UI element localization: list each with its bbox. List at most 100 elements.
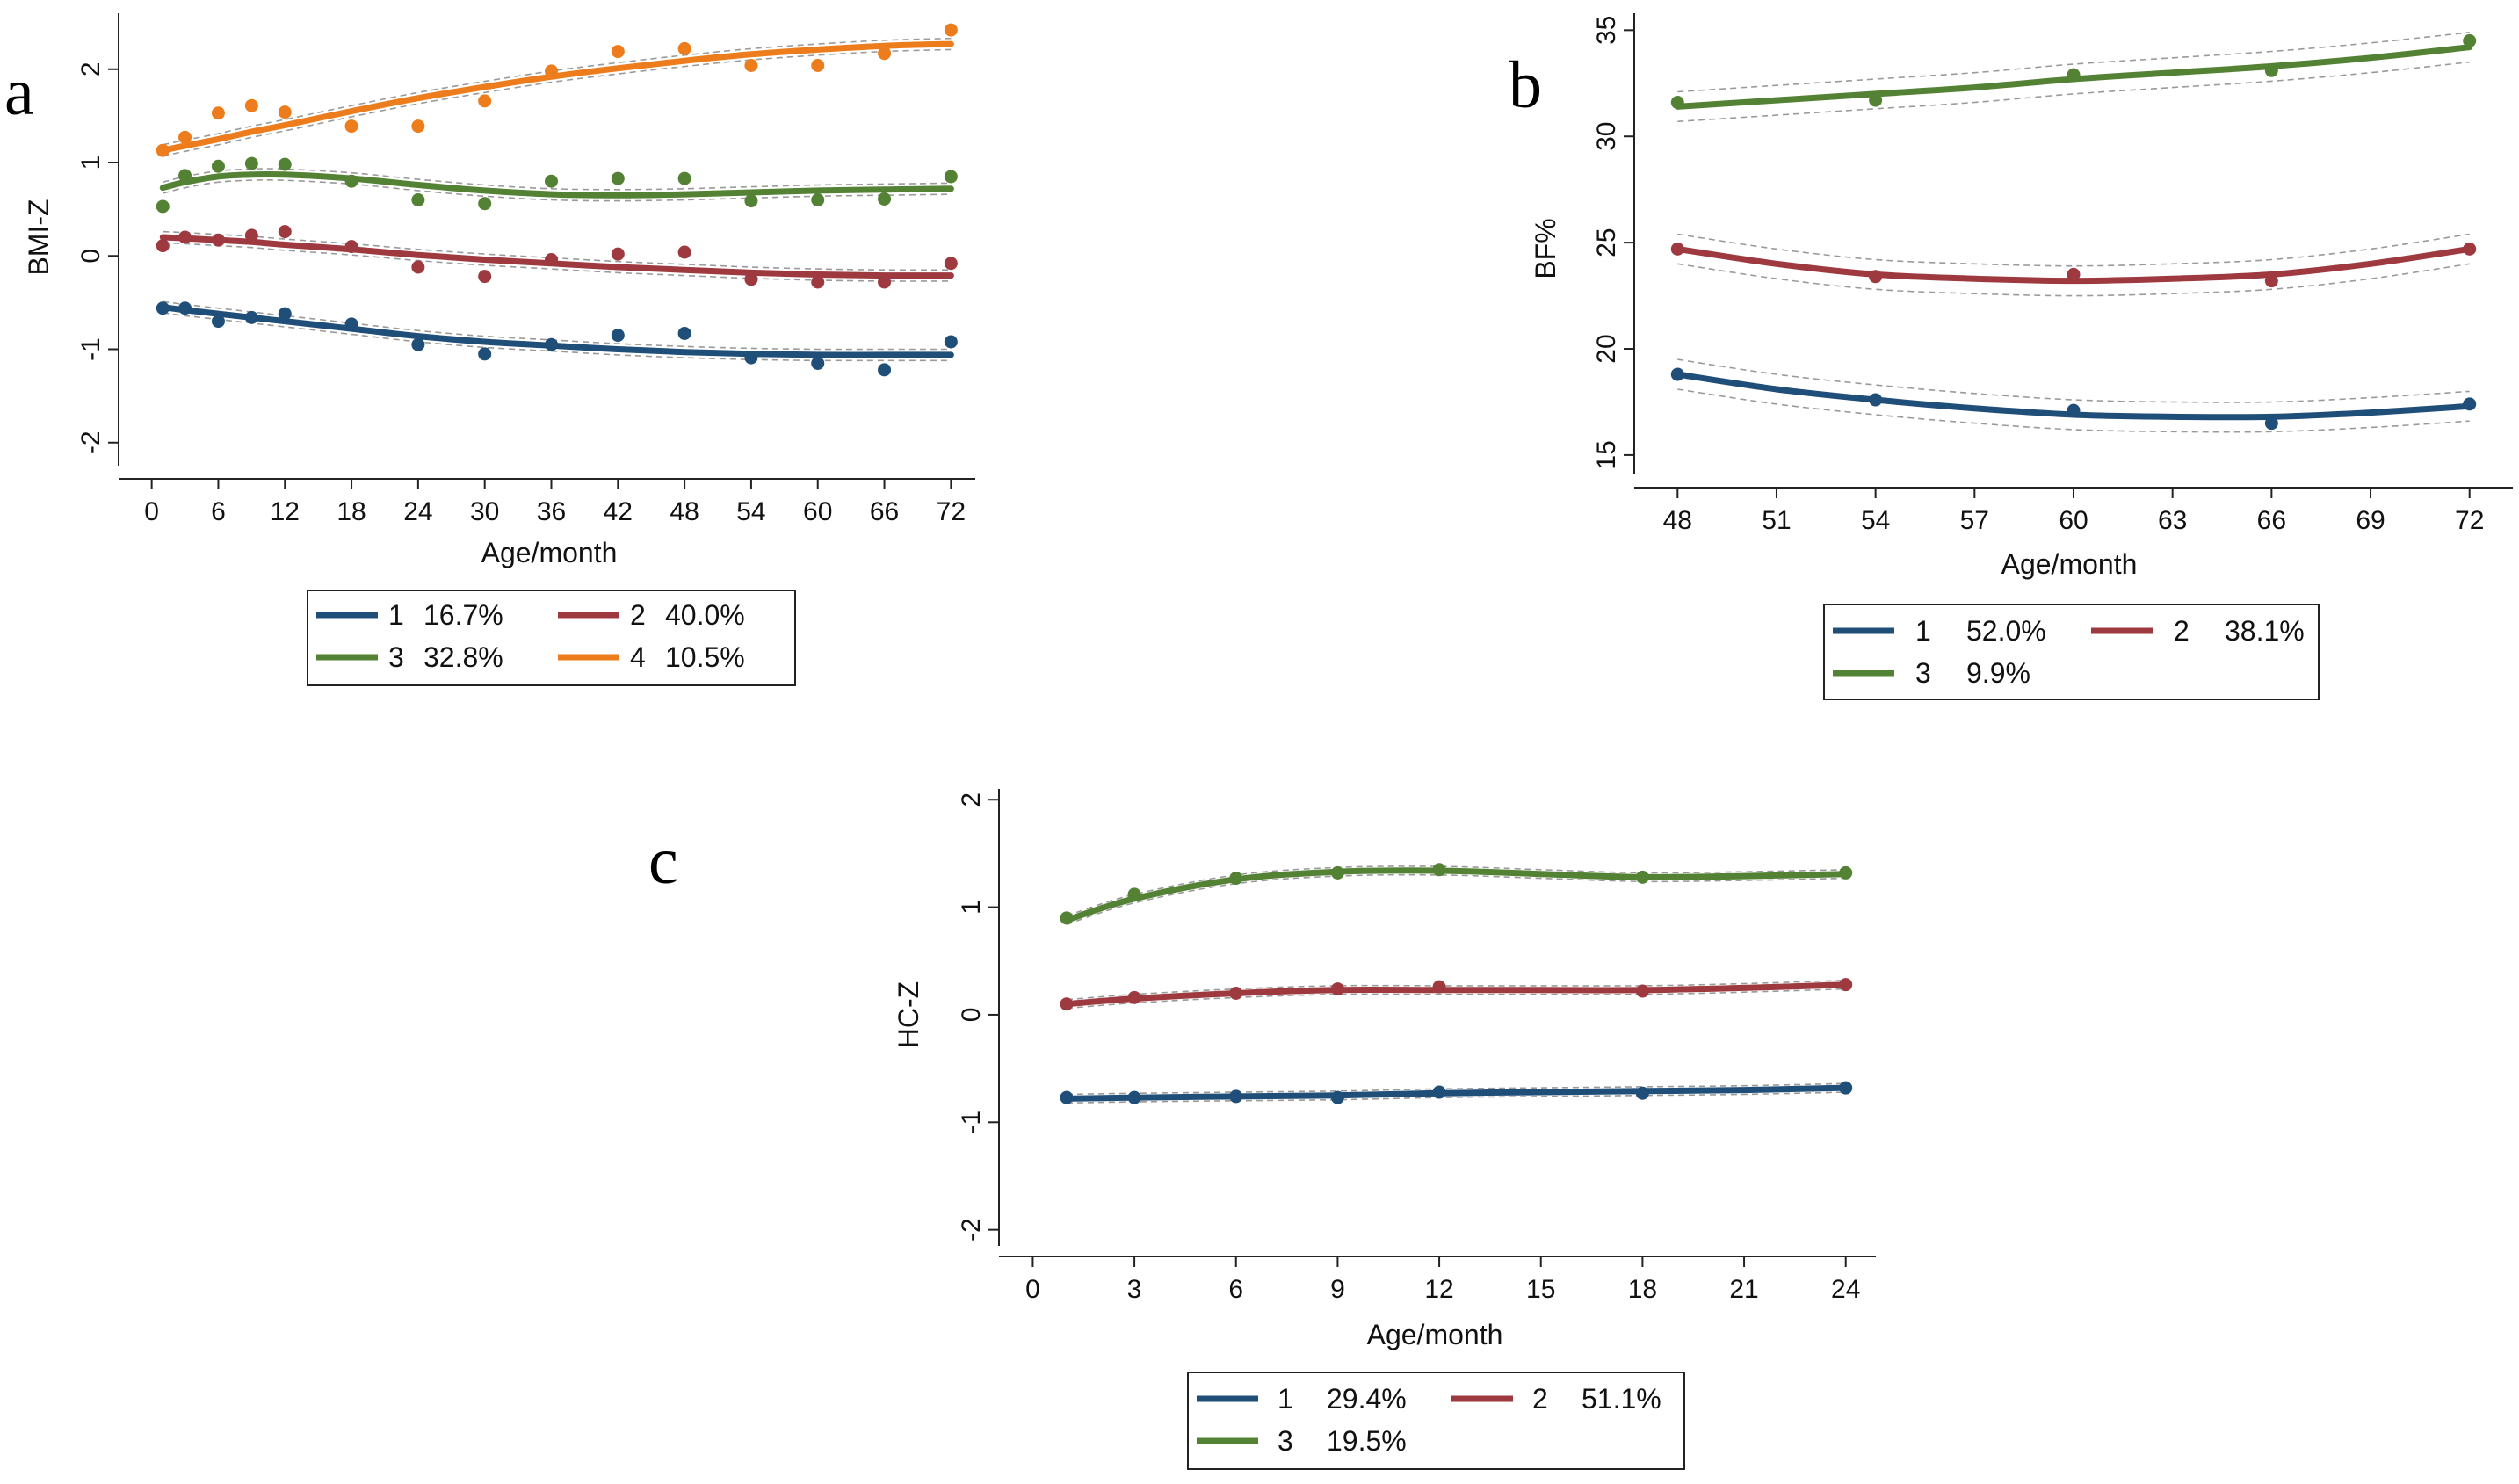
panel-a-series-1-point [244,310,258,324]
panel-a-x-tick-label: 6 [211,497,226,526]
panel-c-series-3-ci-lower [1066,873,1846,925]
panel-b-data-points [1670,33,2477,431]
panel-b-legend-3-pct: 9.9% [1966,657,2030,689]
panel-b-series-1-point [2264,416,2278,431]
panel-a-series-4-point [211,106,225,120]
panel-c-x-tick-label: 21 [1729,1275,1758,1304]
panel-a-y-title: BMI-Z [23,199,54,275]
panel-a-x-tick-label: 30 [470,497,499,526]
panel-a-series-3-point [244,156,258,170]
panel-a-axes [118,13,975,480]
panel-a-series-4-line [159,40,954,154]
panel-a-series-1-point [744,351,758,365]
panel-a-series-2-point [478,270,492,284]
panel-b: b 48 51 54 57 60 63 66 69 72 15 20 25 30 35 Age/mont… [1509,13,2513,700]
panel-a-series-2-point [677,245,691,259]
panel-a-series-2-point [211,233,225,247]
panel-a-series-1-ci-upper [163,300,952,351]
panel-c-axes [998,789,1876,1257]
panel-a-legend-2-pct: 40.0% [665,599,745,631]
panel-a-series-2-point [278,225,292,239]
panel-a-series-2-point [156,239,170,253]
panel-a-x-tick-label: 48 [670,497,699,526]
panel-a-legend-box [307,590,796,686]
panel-c-series-3-point [1229,872,1243,886]
panel-b-x-tick-label: 54 [1861,506,1890,535]
panel-a-series-1-point [156,301,170,315]
panel-c-series-2-point [1127,990,1141,1004]
panel-a-series-1-point [411,337,425,351]
panel-label-a: a [4,55,34,129]
panel-a-series-1-point [211,315,225,329]
panel-b-y-tick-label: 35 [1592,16,1621,45]
panel-a-series-4-point [278,105,292,119]
panel-a-series-3-point [744,194,758,208]
panel-c-x-title: Age/month [1367,1319,1503,1350]
panel-a-series-3-point [178,169,192,183]
panel-c-series-3-line [1063,867,1849,923]
panel-a-legend-4-pct: 10.5% [665,641,745,673]
panel-a-x-tick-label: 36 [537,497,566,526]
panel-a-legend-3-label: 3 [388,641,404,673]
panel-c-x-tick-label: 6 [1228,1275,1243,1304]
panel-b-x-tick-label: 66 [2257,506,2286,535]
panel-a-series-3-point [478,197,492,211]
panel-c-series-1-point [1432,1085,1446,1099]
panel-b-series-1-ci-lower [1677,388,2470,433]
panel-a-series-1-point [545,337,558,351]
panel-a-x-tick-label: 54 [736,497,765,526]
panel-a-series-3-point [211,159,225,173]
panel-a-y-tick-label: -1 [76,337,105,361]
panel-c-series-3-point [1432,863,1446,877]
panel-a-series-4-point [944,23,958,37]
panel-b-series-3-point [2264,63,2278,77]
panel-a-series-1-point [944,335,958,349]
panel-b-x-tick-label: 48 [1663,506,1692,535]
panel-a-series-4-point [878,47,892,61]
panel-a-x-tick-label: 12 [271,497,300,526]
panel-c-series-2-point [1432,980,1446,994]
panel-a-series-4-point [344,119,358,134]
panel-a-legend-3-pct: 32.8% [423,641,503,673]
panel-a-legend-1-label: 1 [388,599,404,631]
panel-a-series-2-point [744,272,758,286]
panel-b-legend: 1 52.0% 2 38.1% 3 9.9% [1823,604,2320,700]
panel-a-series-4-ci-upper [163,37,952,146]
panel-a-series-1-point [344,317,358,331]
panel-a-fit-lines [159,40,954,358]
panel-a-y-tick-label: -2 [76,431,105,454]
panel-a-series-1-point [811,356,825,370]
panel-b-series-3-point [1869,93,1883,107]
panel-a-x-title: Age/month [481,537,618,568]
panel-b-legend-3-label: 3 [1915,657,1931,689]
panel-b-series-1-point [2463,397,2477,411]
panel-b-x-tick-label: 63 [2158,506,2187,535]
panel-c-data-points [1060,863,1853,1104]
panel-a-series-2-point [178,230,192,244]
panel-a-series-2-line [159,234,954,279]
panel-a-series-1-ci-lower [163,312,952,362]
panel-a-series-3-point [156,199,170,214]
panel-c-x-tick-label: 12 [1424,1275,1453,1304]
panel-label-c: c [648,824,678,898]
panel-b-x-tick-label: 51 [1762,506,1791,535]
panel-a-series-4-point [744,59,758,72]
panel-b-series-1-point [1869,393,1883,407]
panel-a-series-2-point [944,257,958,271]
panel-a-series-4-point [677,41,691,55]
panel-a-series-1-point [178,301,192,315]
panel-a-series-4-point [178,130,192,144]
panel-b-legend-2-pct: 38.1% [2225,615,2305,647]
panel-a-series-2-point [611,247,625,261]
panel-c-x-tick-label: 15 [1526,1275,1555,1304]
panel-a-series-4-point [244,98,258,112]
panel-b-legend-2-label: 2 [2174,615,2190,647]
panel-b-series-2-point [1869,270,1883,284]
panel-a-series-3-point [545,174,558,188]
panel-a-x-tick-label: 66 [870,497,899,526]
panel-b-series-3-ci-upper [1677,32,2470,93]
panel-c-x-tick-label: 24 [1831,1275,1860,1304]
panel-a-series-2-point [811,275,825,289]
